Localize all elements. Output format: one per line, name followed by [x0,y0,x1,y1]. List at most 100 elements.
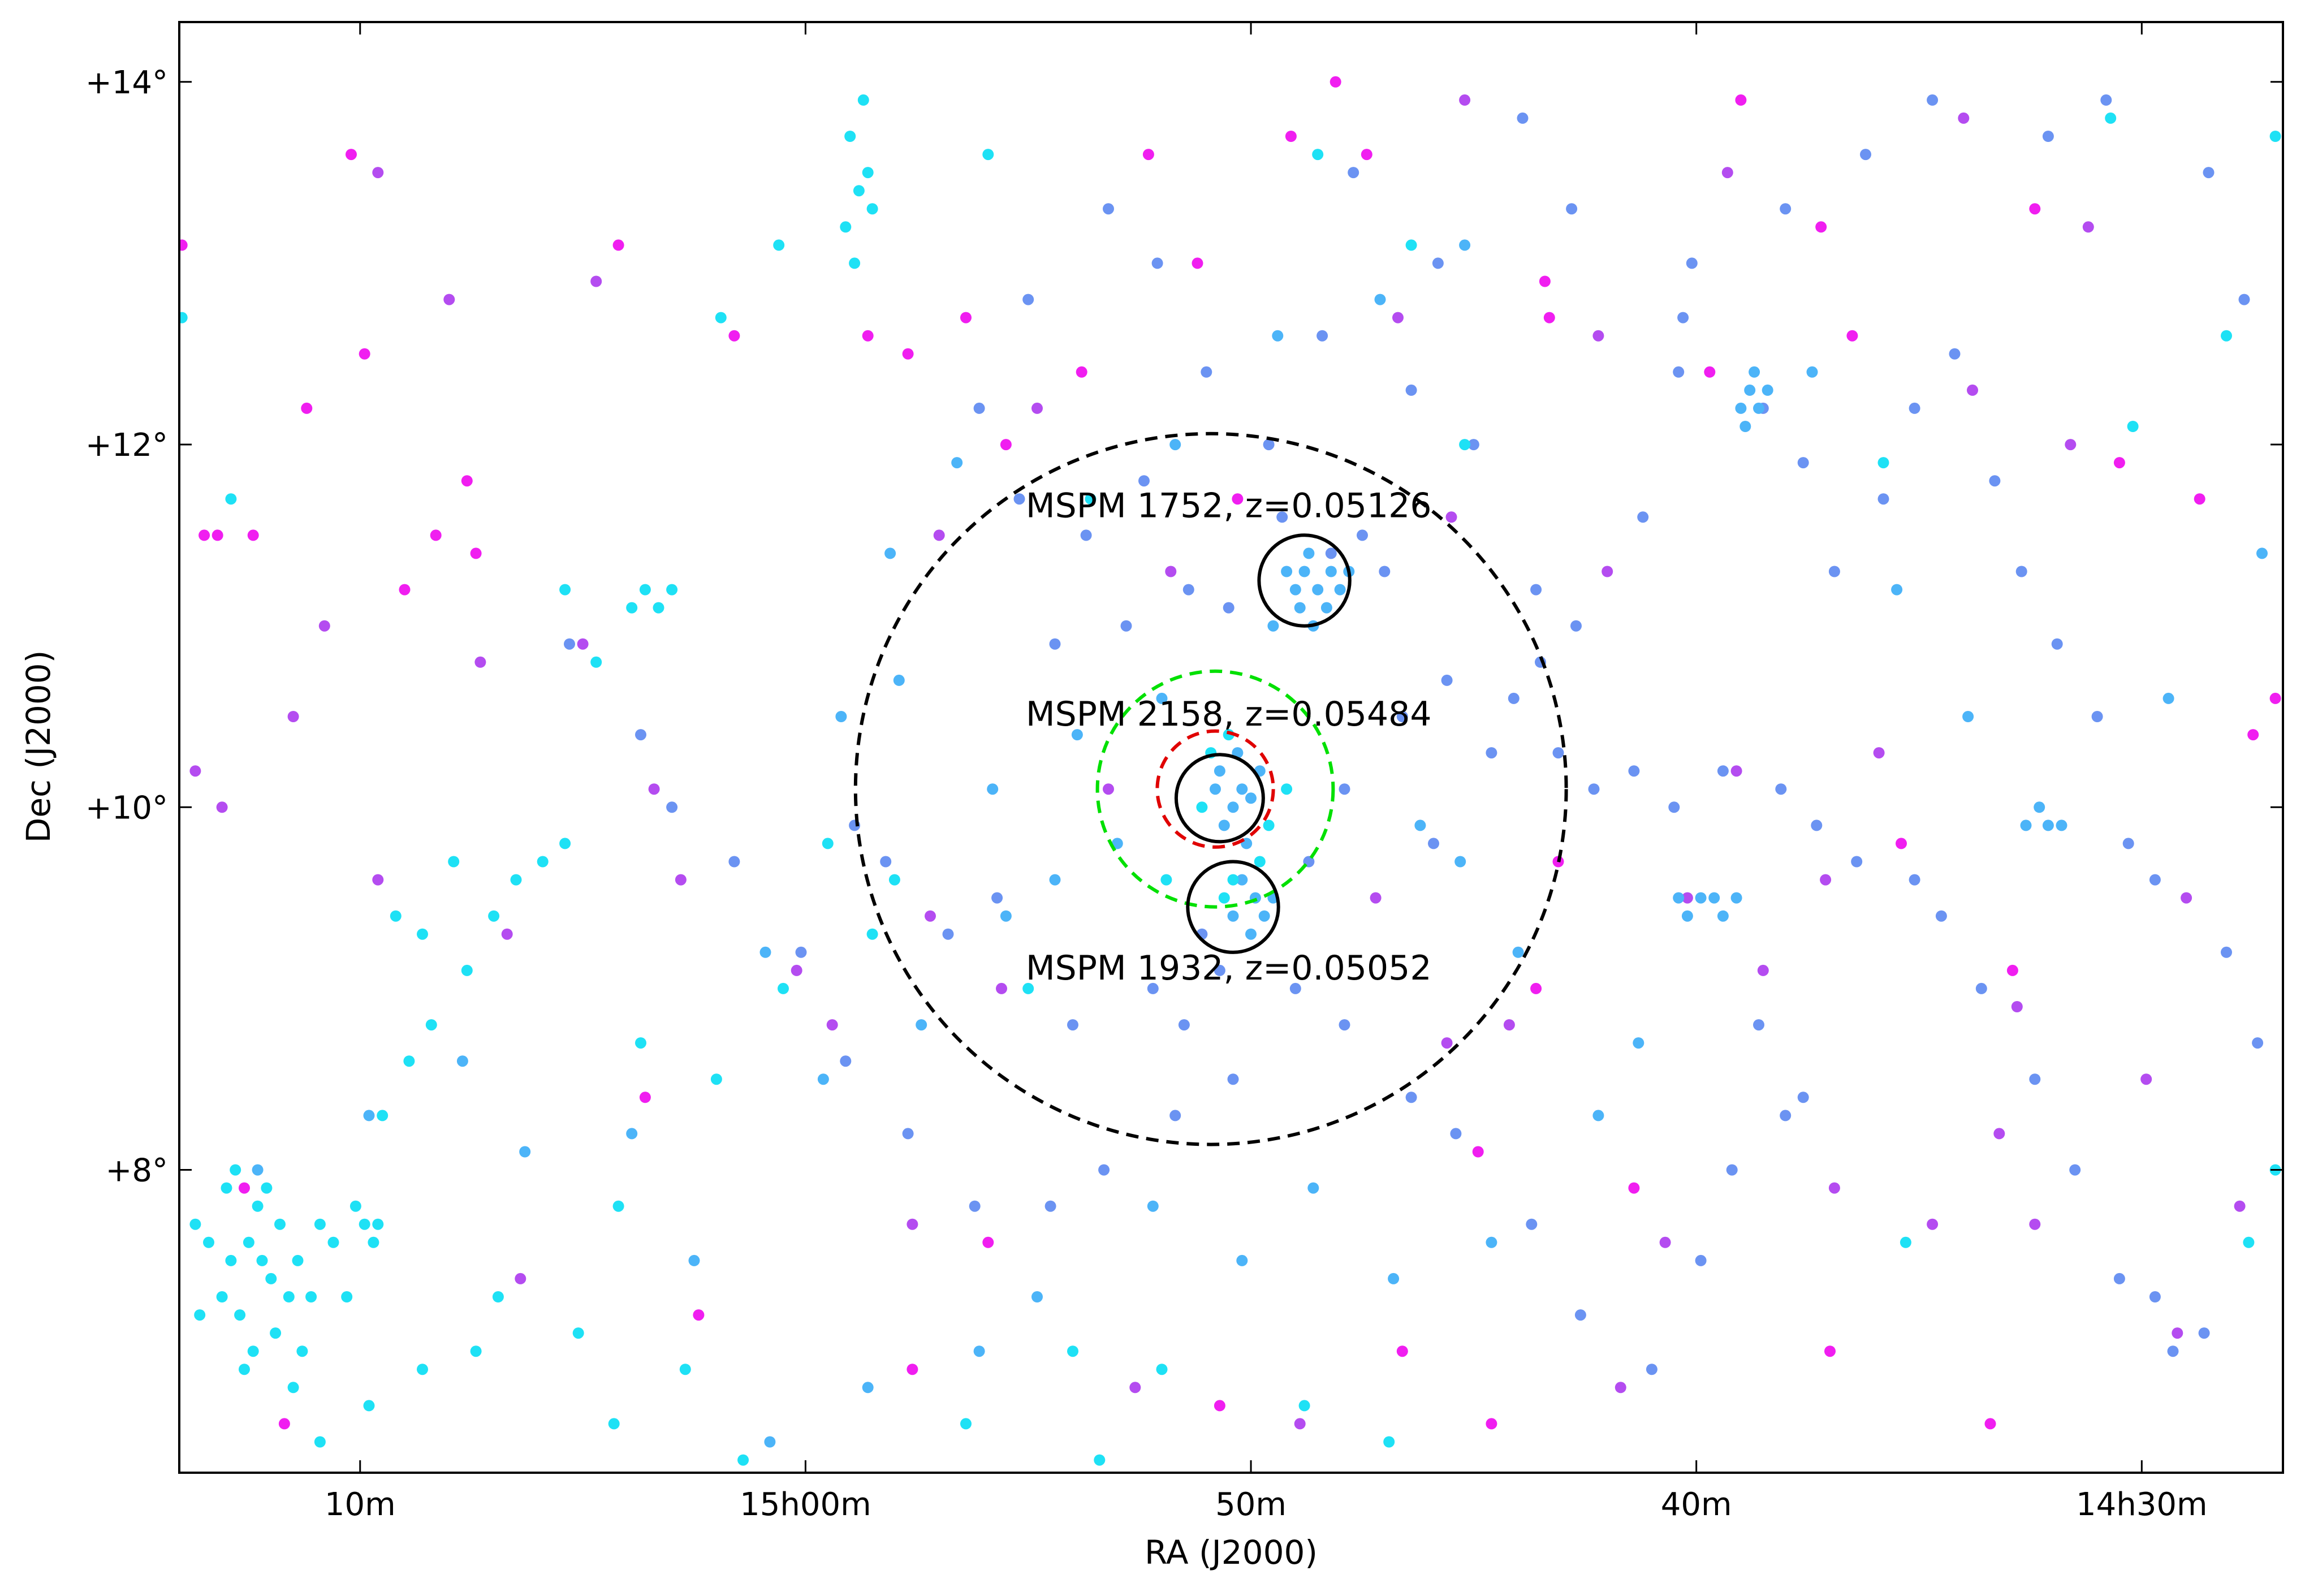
galaxy-point [1405,1092,1417,1103]
galaxy-point [960,312,972,323]
galaxy-point [862,1382,874,1394]
galaxy-point [2029,1218,2041,1230]
galaxy-point [1357,529,1368,541]
galaxy-point [1806,366,1818,378]
galaxy-point [1151,257,1163,269]
galaxy-point [1245,928,1257,940]
galaxy-point [1717,765,1729,777]
x-tick-label: 40m [1661,1486,1732,1523]
galaxy-point [1588,783,1600,795]
galaxy-point [1628,765,1640,777]
galaxy-point [1472,1146,1484,1158]
galaxy-point [1967,384,1978,396]
galaxy-point [1757,964,1769,976]
galaxy-point [1659,1236,1671,1248]
galaxy-point [907,1218,918,1230]
galaxy-point [1044,1200,1056,1212]
galaxy-point [287,711,299,722]
galaxy-point [688,1254,700,1266]
galaxy-point [2100,94,2112,106]
galaxy-point [349,1200,361,1212]
galaxy-point [1989,475,2001,487]
galaxy-point [1303,547,1315,559]
galaxy-point [1285,131,1297,142]
galaxy-point [1962,711,1974,722]
galaxy-point [853,185,865,197]
galaxy-point [1820,874,1832,886]
galaxy-point [826,1019,838,1031]
galaxy-point [372,167,384,179]
galaxy-point [1432,257,1444,269]
galaxy-point [1147,1200,1159,1212]
galaxy-point [2051,638,2063,650]
galaxy-point [287,1382,299,1394]
galaxy-point [252,1200,264,1212]
galaxy-point [1049,638,1061,650]
galaxy-points [179,76,2281,1473]
galaxy-point [1828,1182,1840,1194]
galaxy-point [1526,1218,1538,1230]
galaxy-point [1695,892,1707,904]
galaxy-point [1218,892,1230,904]
galaxy-point [346,149,357,161]
galaxy-point [666,801,678,813]
galaxy-point [1192,257,1203,269]
y-axis-title: Dec (J2000) [19,650,58,843]
galaxy-point [764,1436,776,1448]
galaxy-point [1828,566,1840,577]
y-tick-label: +10° [85,790,168,826]
galaxy-point [1975,982,1987,994]
galaxy-point [1851,856,1863,868]
galaxy-point [2162,692,2174,704]
galaxy-point [2269,692,2281,704]
galaxy-point [256,1254,268,1266]
galaxy-point [653,602,664,614]
galaxy-point [363,1110,375,1121]
galaxy-point [1730,892,1742,904]
galaxy-point [1320,602,1332,614]
galaxy-point [1071,729,1083,741]
galaxy-point [2029,203,2041,215]
galaxy-point [1339,1019,1350,1031]
galaxy-point [274,1218,286,1230]
galaxy-point [2105,112,2117,124]
galaxy-point [448,856,460,868]
galaxy-point [925,910,936,922]
galaxy-point [2127,421,2139,432]
galaxy-point [296,1345,308,1357]
galaxy-point [996,982,1007,994]
galaxy-point [1900,1236,1911,1248]
y-tick-label: +8° [105,1153,168,1189]
cluster-label: MSPM 2158, z=0.05484 [1026,695,1432,734]
galaxy-point [1780,203,1792,215]
galaxy-point [1169,439,1181,451]
galaxy-point [417,928,428,940]
galaxy-point [590,656,602,668]
galaxy-point [1860,149,1871,161]
galaxy-point [225,1254,237,1266]
galaxy-point [239,1182,250,1194]
galaxy-point [265,1273,277,1284]
galaxy-point [470,1345,482,1357]
galaxy-point [1486,1418,1497,1430]
galaxy-point [1681,892,1693,904]
galaxy-point [1405,384,1417,396]
galaxy-point [1031,402,1043,414]
galaxy-point [1067,1345,1078,1357]
galaxy-point [1374,294,1386,305]
galaxy-point [221,1182,232,1194]
galaxy-point [403,1055,415,1067]
galaxy-point [635,729,646,741]
galaxy-point [443,294,455,305]
galaxy-point [1958,112,1970,124]
galaxy-point [1570,620,1582,632]
galaxy-point [1312,149,1324,161]
dashed-circle [853,432,1568,1146]
galaxy-point [1592,1110,1604,1121]
galaxy-point [1218,819,1230,831]
galaxy-point [1298,1400,1310,1412]
galaxy-point [2006,964,2018,976]
galaxy-point [1739,421,1751,432]
galaxy-point [893,674,905,686]
